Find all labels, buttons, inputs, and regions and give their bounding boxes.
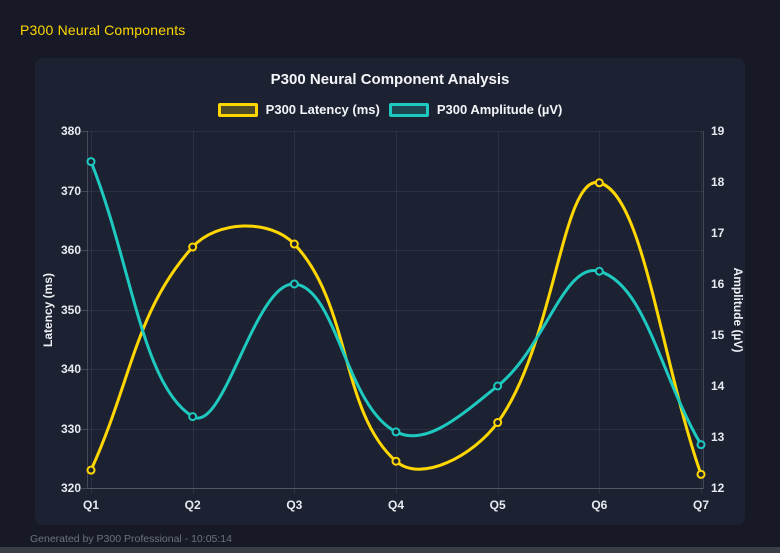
chart-canvas[interactable]: [35, 58, 745, 525]
y-left-tick-label: 320: [60, 481, 81, 495]
x-tick-label: Q1: [82, 498, 99, 512]
x-tick-label: Q4: [387, 498, 404, 512]
y-left-tick-label: 380: [60, 124, 81, 138]
y-left-tick-label: 330: [60, 421, 81, 436]
bottom-strip: [0, 547, 780, 553]
y-right-tick-label: 17: [711, 226, 725, 240]
y-right-tick-label: 19: [711, 124, 725, 138]
legend-item-amplitude[interactable]: P300 Amplitude (µV): [388, 102, 563, 117]
legend-label-latency: P300 Latency (ms): [265, 102, 380, 117]
y-right-tick-label: 13: [711, 430, 725, 444]
x-tick-label: Q7: [692, 498, 709, 512]
x-tick-label: Q3: [286, 498, 303, 512]
legend-swatch-amplitude-icon: [388, 102, 429, 117]
y-left-tick-label: 350: [60, 302, 81, 317]
y-right-tick-label: 12: [711, 481, 725, 495]
chart-title: P300 Neural Component Analysis: [270, 71, 510, 88]
y-left-tick-label: 340: [60, 362, 81, 376]
x-tick-label: Q5: [489, 498, 506, 512]
page-title: P300 Neural Components: [20, 22, 186, 38]
legend-item-latency[interactable]: P300 Latency (ms): [217, 102, 380, 117]
y-right-tick-label: 15: [711, 328, 725, 342]
x-tick-label: Q2: [184, 498, 201, 512]
y-right-tick-label: 14: [711, 379, 725, 393]
x-tick-label: Q6: [591, 498, 608, 512]
footer-status-text: Generated by P300 Professional - 10:05:1…: [30, 533, 232, 545]
y-right-tick-label: 16: [711, 277, 725, 291]
y-left-tick-label: 360: [60, 243, 81, 257]
chart-legend: P300 Latency (ms) P300 Amplitude (µV): [35, 102, 745, 117]
y-left-tick-label: 370: [60, 183, 81, 198]
y-right-tick-label: 18: [711, 175, 725, 189]
chart-card: P300 Neural Component Analysis P300 Late…: [35, 58, 745, 525]
legend-label-amplitude: P300 Amplitude (µV): [436, 102, 563, 117]
legend-swatch-latency-icon: [217, 102, 258, 117]
